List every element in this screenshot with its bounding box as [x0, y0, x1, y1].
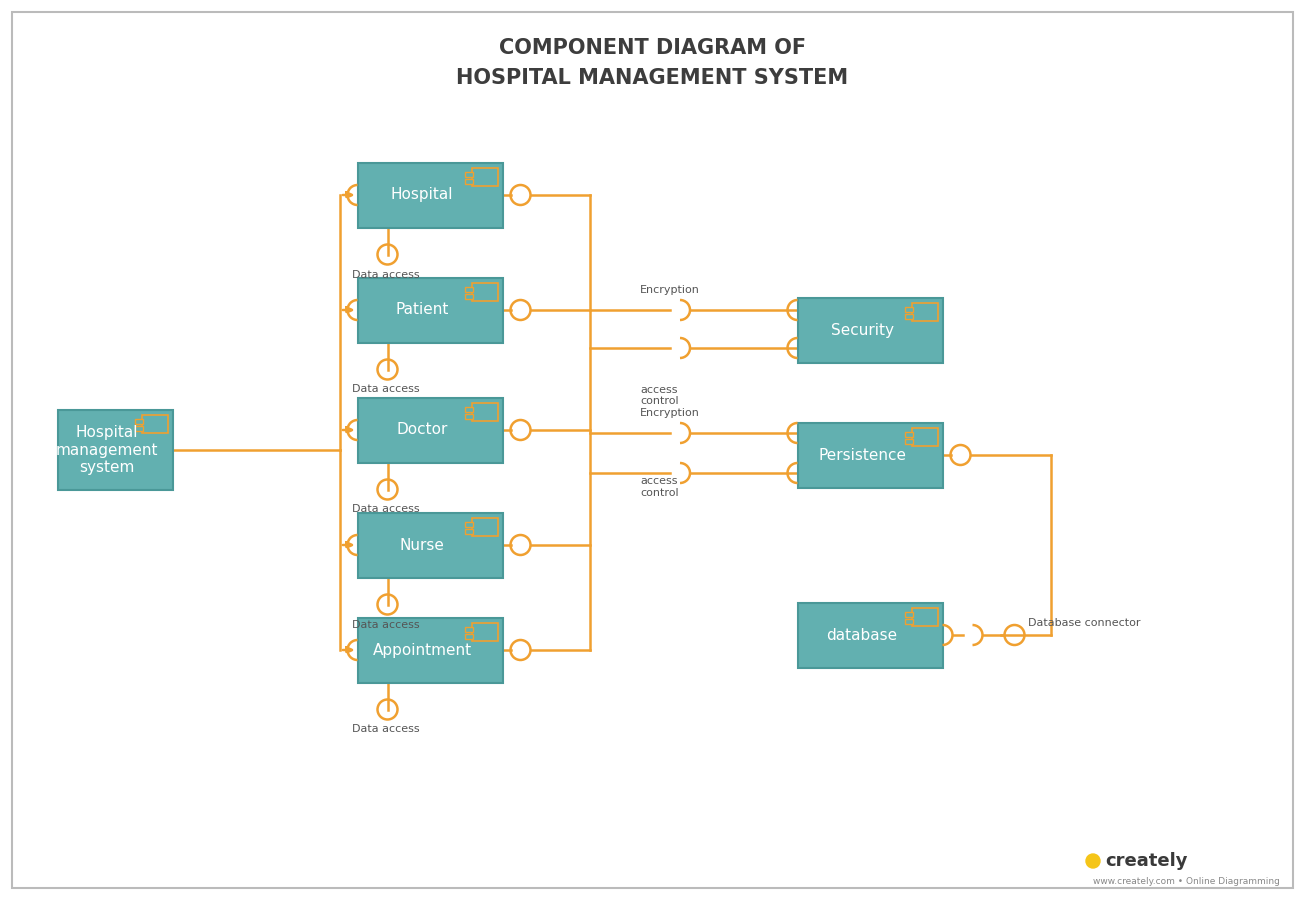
- FancyBboxPatch shape: [358, 617, 502, 682]
- Text: Encryption: Encryption: [639, 285, 699, 295]
- Text: database: database: [826, 627, 898, 643]
- FancyBboxPatch shape: [904, 438, 912, 444]
- Text: Database connector: Database connector: [1028, 618, 1141, 628]
- FancyBboxPatch shape: [911, 428, 937, 446]
- Text: Data access: Data access: [351, 724, 419, 734]
- FancyBboxPatch shape: [471, 402, 497, 420]
- FancyBboxPatch shape: [465, 413, 472, 418]
- FancyBboxPatch shape: [57, 410, 172, 490]
- FancyBboxPatch shape: [797, 298, 942, 363]
- Text: Nurse: Nurse: [399, 537, 445, 553]
- FancyBboxPatch shape: [904, 313, 912, 319]
- FancyBboxPatch shape: [471, 283, 497, 301]
- Text: Hospital: Hospital: [390, 187, 453, 202]
- Text: Appointment: Appointment: [372, 643, 471, 658]
- Circle shape: [1086, 854, 1100, 868]
- Text: HOSPITAL MANAGEMENT SYSTEM: HOSPITAL MANAGEMENT SYSTEM: [457, 68, 848, 88]
- Text: COMPONENT DIAGRAM OF: COMPONENT DIAGRAM OF: [499, 38, 806, 58]
- Text: www.creately.com • Online Diagramming: www.creately.com • Online Diagramming: [1094, 877, 1280, 886]
- Text: Data access: Data access: [351, 619, 419, 629]
- FancyBboxPatch shape: [465, 293, 472, 299]
- Text: Security: Security: [830, 322, 894, 338]
- FancyBboxPatch shape: [134, 419, 142, 424]
- FancyBboxPatch shape: [911, 608, 937, 625]
- FancyBboxPatch shape: [465, 521, 472, 526]
- Text: Hospital
management
system: Hospital management system: [56, 425, 158, 475]
- FancyBboxPatch shape: [465, 172, 472, 176]
- FancyBboxPatch shape: [471, 167, 497, 185]
- FancyBboxPatch shape: [465, 407, 472, 411]
- FancyBboxPatch shape: [797, 602, 942, 668]
- Text: access
control
Encryption: access control Encryption: [639, 385, 699, 418]
- FancyBboxPatch shape: [465, 286, 472, 292]
- FancyBboxPatch shape: [358, 277, 502, 343]
- Text: Data access: Data access: [351, 505, 419, 515]
- FancyBboxPatch shape: [797, 422, 942, 488]
- Text: creately: creately: [1105, 852, 1188, 870]
- FancyBboxPatch shape: [465, 626, 472, 632]
- Text: Data access: Data access: [351, 384, 419, 394]
- FancyBboxPatch shape: [358, 398, 502, 463]
- FancyBboxPatch shape: [358, 163, 502, 228]
- FancyBboxPatch shape: [141, 415, 167, 433]
- FancyBboxPatch shape: [904, 618, 912, 624]
- FancyBboxPatch shape: [358, 512, 502, 578]
- FancyBboxPatch shape: [471, 623, 497, 641]
- FancyBboxPatch shape: [134, 426, 142, 431]
- FancyBboxPatch shape: [904, 611, 912, 616]
- FancyBboxPatch shape: [904, 431, 912, 436]
- Text: Data access: Data access: [351, 269, 419, 280]
- Text: access
control: access control: [639, 476, 679, 498]
- FancyBboxPatch shape: [465, 528, 472, 534]
- Text: Patient: Patient: [395, 302, 449, 318]
- FancyBboxPatch shape: [911, 302, 937, 320]
- Text: Doctor: Doctor: [397, 422, 448, 437]
- FancyBboxPatch shape: [465, 178, 472, 184]
- FancyBboxPatch shape: [904, 307, 912, 311]
- FancyBboxPatch shape: [471, 518, 497, 536]
- Text: Persistence: Persistence: [818, 447, 906, 463]
- FancyBboxPatch shape: [465, 634, 472, 638]
